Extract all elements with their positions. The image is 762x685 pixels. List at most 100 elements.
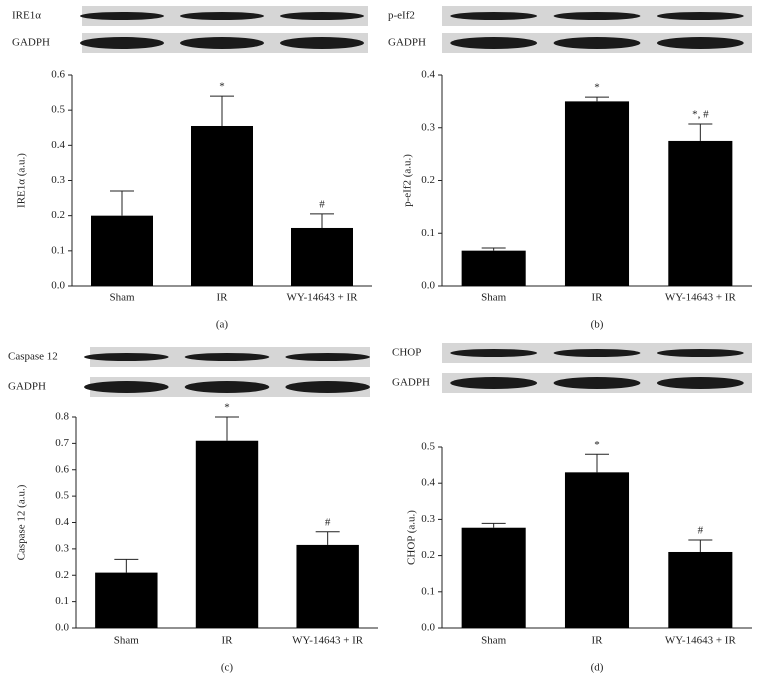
y-axis-label: Caspase 12 (a.u.)	[16, 484, 28, 560]
x-tick-label: Sham	[481, 635, 507, 647]
y-tick-label: 0.5	[51, 104, 65, 116]
error-bar	[585, 453, 609, 473]
error-bar	[688, 123, 713, 141]
x-tick-label: Sham	[114, 635, 140, 647]
y-tick-label: 0.5	[421, 441, 435, 453]
y-tick-label: 0.1	[51, 244, 65, 256]
blot-label: GADPH	[392, 377, 430, 389]
x-tick-label: IR	[222, 635, 234, 647]
bar	[461, 250, 526, 286]
error-bar	[481, 522, 506, 528]
bar	[95, 572, 158, 628]
blot-band	[553, 37, 641, 49]
significance-marker: *	[594, 82, 600, 94]
y-tick-label: 0.0	[55, 622, 69, 634]
x-tick-label: WY-14643 + IR	[287, 292, 359, 304]
blot-label: GADPH	[12, 37, 50, 49]
blot-label: Caspase 12	[8, 351, 58, 363]
y-tick-label: 0.0	[421, 622, 435, 634]
y-tick-label: 0.3	[421, 513, 435, 525]
significance-marker: *	[224, 402, 230, 414]
y-tick-label: 0.5	[55, 490, 69, 502]
x-tick-label: Sham	[481, 292, 507, 304]
y-axis-label: CHOP (a.u.)	[406, 510, 418, 565]
error-bar	[110, 190, 134, 216]
y-tick-label: 0.4	[51, 139, 65, 151]
blot-band	[450, 37, 538, 49]
blot-band	[84, 353, 169, 361]
blot-band	[553, 12, 641, 20]
blot-band	[184, 353, 270, 361]
y-axis-label: p-eIf2 (a.u.)	[402, 154, 414, 207]
blot-band	[553, 377, 641, 389]
significance-marker: #	[698, 525, 704, 537]
y-tick-label: 0.6	[51, 69, 65, 81]
blot-label: IRE1α	[12, 10, 41, 22]
blot-label: p-eIf2	[388, 10, 415, 22]
blot-band	[280, 12, 364, 20]
x-tick-label: Sham	[109, 292, 135, 304]
blot-band	[80, 37, 164, 49]
bar	[564, 101, 630, 286]
x-tick-label: IR	[592, 635, 604, 647]
blot-label: GADPH	[8, 381, 46, 393]
error-bar	[114, 558, 139, 573]
bar	[91, 215, 153, 286]
significance-marker: *	[219, 81, 225, 93]
blot-band	[180, 12, 264, 20]
blot-band	[280, 37, 364, 49]
x-tick-label: IR	[592, 292, 604, 304]
significance-marker: *	[594, 439, 600, 451]
blot-band	[184, 381, 270, 393]
bar	[191, 125, 253, 286]
bar	[296, 544, 359, 628]
error-bar	[585, 96, 609, 102]
bar	[564, 472, 630, 628]
y-tick-label: 0.4	[55, 516, 69, 528]
panel-label: (d)	[591, 662, 604, 674]
y-axis-label: IRE1α (a.u.)	[16, 153, 28, 208]
error-bar	[481, 247, 506, 251]
bar	[668, 140, 733, 286]
blot-band	[450, 12, 538, 20]
panel-label: (b)	[591, 319, 604, 331]
blot-label: GADPH	[388, 37, 426, 49]
error-bar	[210, 95, 234, 126]
bar	[668, 551, 733, 628]
blot-band	[656, 12, 744, 20]
blot-band	[285, 381, 370, 393]
y-tick-label: 0.2	[51, 209, 65, 221]
blot-band	[553, 349, 641, 357]
bar	[291, 227, 353, 286]
y-tick-label: 0.2	[421, 549, 435, 561]
significance-marker: *, #	[692, 109, 709, 121]
blot-label: CHOP	[392, 347, 421, 359]
y-tick-label: 0.2	[421, 174, 435, 186]
error-bar	[215, 416, 239, 441]
x-tick-label: IR	[217, 292, 229, 304]
error-bar	[688, 539, 713, 552]
y-tick-label: 0.7	[55, 437, 69, 449]
x-tick-label: WY-14643 + IR	[665, 635, 737, 647]
y-tick-label: 0.8	[55, 411, 69, 423]
bar	[195, 440, 259, 628]
y-tick-label: 0.4	[421, 477, 435, 489]
blot-band	[656, 349, 744, 357]
y-tick-label: 0.3	[421, 121, 435, 133]
blot-band	[84, 381, 169, 393]
x-tick-label: WY-14643 + IR	[665, 292, 737, 304]
y-tick-label: 0.0	[421, 280, 435, 292]
bar	[461, 527, 526, 628]
y-tick-label: 0.3	[51, 174, 65, 186]
y-tick-label: 0.0	[51, 280, 65, 292]
error-bar	[315, 531, 340, 545]
blot-band	[450, 349, 538, 357]
y-tick-label: 0.2	[55, 569, 69, 581]
y-tick-label: 0.4	[421, 69, 435, 81]
y-tick-label: 0.1	[421, 227, 435, 239]
blot-band	[285, 353, 370, 361]
significance-marker: #	[319, 198, 325, 210]
y-tick-label: 0.6	[55, 463, 69, 475]
y-tick-label: 0.1	[55, 595, 69, 607]
significance-marker: #	[325, 516, 331, 528]
